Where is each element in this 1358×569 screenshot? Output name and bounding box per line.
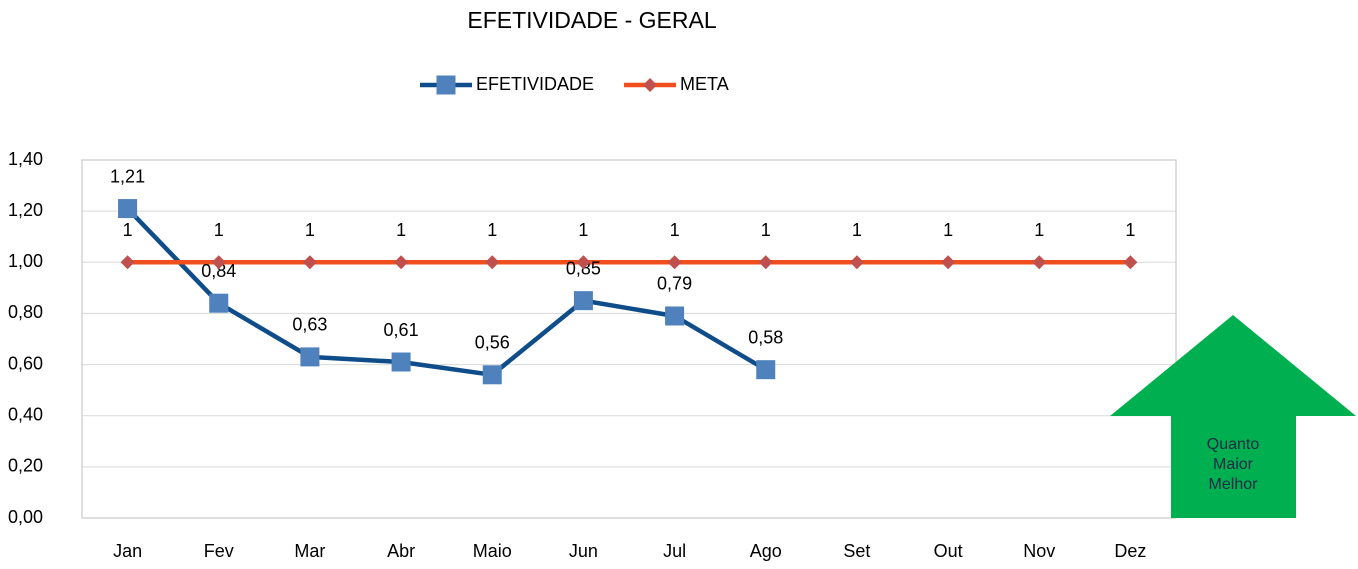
marker — [756, 360, 776, 380]
x-tick-label: Out — [934, 541, 963, 561]
y-tick-label: 0,40 — [8, 404, 43, 424]
marker — [849, 255, 864, 270]
y-tick-label: 1,20 — [8, 200, 43, 220]
marker — [211, 255, 226, 270]
y-tick-label: 0,00 — [8, 507, 43, 527]
marker — [209, 293, 229, 313]
annotation: Quanto — [1207, 436, 1260, 453]
data-label: 0,79 — [657, 274, 692, 294]
data-label: 1 — [214, 220, 224, 240]
legend-item: EFETIVIDADE — [420, 74, 594, 95]
x-tick-label: Nov — [1023, 541, 1055, 561]
x-tick-label: Set — [843, 541, 870, 561]
y-tick-label: 1,00 — [8, 251, 43, 271]
x-tick-label: Maio — [473, 541, 512, 561]
x-tick-label: Fev — [204, 541, 234, 561]
marker — [302, 255, 317, 270]
marker — [120, 255, 135, 270]
data-label: 1 — [852, 220, 862, 240]
data-label: 1 — [396, 220, 406, 240]
marker — [118, 199, 138, 219]
data-label: 1,21 — [110, 166, 145, 186]
data-label: 1 — [578, 220, 588, 240]
data-label: 1 — [487, 220, 497, 240]
marker — [300, 347, 320, 367]
marker — [573, 291, 593, 311]
data-label: 1 — [123, 220, 133, 240]
annotation: Melhor — [1209, 476, 1259, 493]
data-label: 1 — [1125, 220, 1135, 240]
x-tick-label: Jun — [569, 541, 598, 561]
legend-marker — [436, 75, 456, 95]
marker — [485, 255, 500, 270]
marker — [1123, 255, 1138, 270]
marker — [667, 255, 682, 270]
chart-title: EFETIVIDADE - GERAL — [467, 7, 716, 33]
x-tick-label: Jul — [663, 541, 686, 561]
marker — [482, 365, 502, 385]
y-tick-label: 0,20 — [8, 456, 43, 476]
data-label: 0,61 — [384, 320, 419, 340]
y-tick-label: 0,80 — [8, 302, 43, 322]
plot-border — [81, 159, 1177, 519]
data-label: 1 — [1034, 220, 1044, 240]
x-tick-label: Ago — [750, 541, 782, 561]
annotation: Maior — [1213, 456, 1254, 473]
data-label: 1 — [305, 220, 315, 240]
x-tick-label: Jan — [113, 541, 142, 561]
legend-marker — [643, 78, 658, 92]
marker — [1032, 255, 1047, 270]
marker — [758, 255, 773, 270]
arrow — [1110, 315, 1356, 518]
data-label: 1 — [670, 220, 680, 240]
legend-label: EFETIVIDADE — [476, 74, 594, 94]
marker — [394, 255, 409, 270]
data-label: 0,63 — [292, 315, 327, 335]
data-label: 0,56 — [475, 333, 510, 353]
marker — [941, 255, 956, 270]
marker — [665, 306, 685, 326]
x-tick-label: Mar — [294, 541, 325, 561]
y-tick-label: 1,40 — [8, 149, 43, 169]
x-tick-label: Abr — [387, 541, 415, 561]
data-label: 1 — [761, 220, 771, 240]
legend-item: META — [624, 74, 729, 94]
legend-label: META — [680, 74, 729, 94]
x-tick-label: Dez — [1114, 541, 1146, 561]
data-label: 0,84 — [201, 261, 236, 281]
series-line — [125, 207, 767, 378]
data-label: 1 — [943, 220, 953, 240]
marker — [576, 255, 591, 270]
data-label: 0,58 — [748, 327, 783, 347]
y-tick-label: 0,60 — [8, 353, 43, 373]
marker — [391, 352, 411, 372]
